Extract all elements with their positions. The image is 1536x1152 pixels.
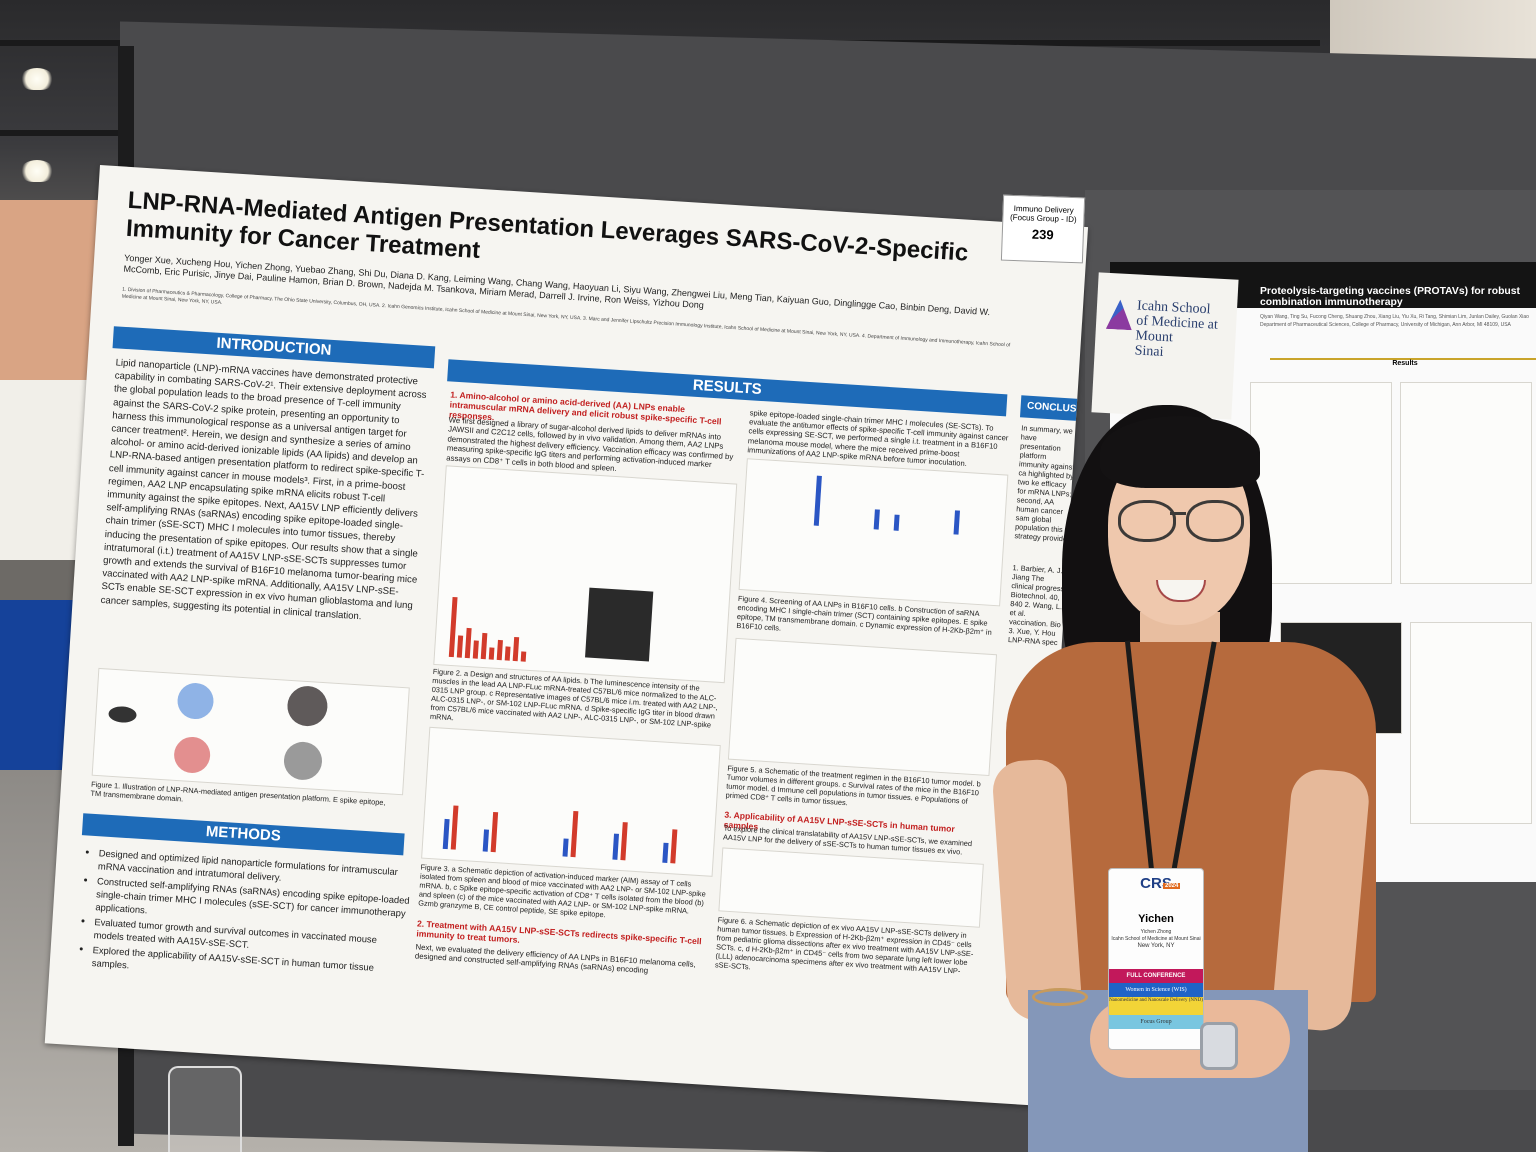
chart-bar [520, 651, 527, 662]
chart-bar [480, 632, 488, 660]
neighbor-poster-title: Proteolysis-targeting vaccines (PROTAVs)… [1260, 286, 1521, 308]
methods-list: Designed and optimized lipid nanoparticl… [77, 845, 412, 990]
introduction-text: Lipid nanoparticle (LNP)-mRNA vaccines h… [100, 357, 427, 622]
main-poster: LNP-RNA-Mediated Antigen Presentation Le… [44, 165, 1089, 1106]
chart-bar [482, 829, 490, 852]
mouse-icon [108, 705, 138, 724]
chart-bar [448, 596, 458, 658]
plastic-cup [168, 1066, 242, 1152]
bracelet [1032, 988, 1088, 1006]
mount-sinai-logo-icon [1106, 299, 1134, 330]
chart-bar [512, 636, 520, 662]
tumor-cell-icon [282, 740, 324, 782]
figure4-bar-chart [754, 466, 997, 537]
neighbor-figure [1410, 622, 1532, 824]
chart-bar [662, 842, 669, 863]
chart-bar [620, 822, 628, 861]
chart-bar [504, 646, 511, 661]
badge-affiliation: Icahn School of Medicine at Mount Sinai [1111, 936, 1201, 942]
ceiling-light [20, 160, 54, 182]
logo-line: Sinai [1134, 343, 1164, 360]
chart-bar [873, 509, 880, 530]
badge-logo: CRS [1140, 875, 1172, 892]
chart-bar [813, 475, 822, 526]
figure6-panels [718, 847, 984, 928]
chart-bar [562, 838, 569, 857]
badge-name: Yichen [1138, 913, 1174, 925]
figure2-bar-chart [441, 577, 576, 665]
figure4-panels [738, 458, 1009, 607]
references: 1. Barbier, A. J., Jiang The clinical pr… [1007, 563, 1065, 648]
chart-bar [450, 805, 459, 850]
chart-bar [464, 627, 472, 659]
chart-bar [570, 810, 579, 858]
neighbor-figure [1400, 382, 1532, 584]
chart-bar [893, 514, 900, 531]
figure2-panels [433, 465, 738, 684]
badge-year: 2024 [1163, 883, 1181, 889]
badge-location: New York, NY [1137, 943, 1175, 949]
chart-bar [456, 635, 464, 658]
figure1-illustration [91, 667, 410, 796]
glasses-icon [1186, 500, 1244, 542]
chart-bar [496, 639, 503, 661]
poster-number-tag: Immuno Delivery (Focus Group - ID) 239 [1000, 194, 1086, 264]
t-cell-icon [176, 681, 215, 721]
t-cell-icon [173, 735, 212, 775]
figure2-luminescence-images [585, 587, 654, 662]
neighbor-poster-results-heading: Results [1270, 358, 1536, 374]
smartwatch-icon [1200, 1022, 1238, 1070]
ceiling-light [20, 68, 54, 90]
badge-ribbon-nnd: Nanomedicine and Nanoscale Delivery (NND… [1109, 997, 1203, 1015]
chart-bar [488, 647, 495, 660]
institution-logo: Icahn School of Medicine at Mount Sinai [1091, 272, 1239, 420]
tumor-cell-icon [286, 684, 329, 728]
neighbor-poster-authors: Qiyan Wang, Ting Su, Fucong Cheng, Shuan… [1260, 314, 1529, 320]
tag-group: (Focus Group - ID) [1009, 212, 1077, 225]
figure3-bar-chart [433, 798, 706, 865]
chart-bar [953, 510, 960, 535]
badge-ribbon-wis: Women in Science (WIS) [1109, 983, 1203, 997]
chart-bar [670, 829, 678, 864]
chart-bar [490, 811, 499, 853]
chart-bar [472, 640, 479, 659]
chart-bar [442, 818, 450, 850]
logo-text: Icahn School of Medicine at Mount Sinai [1134, 298, 1219, 362]
badge-fullname: Yichen Zhong [1140, 929, 1172, 935]
glasses-icon [1118, 500, 1176, 542]
person-bangs [1100, 416, 1260, 488]
figure3-panels [421, 726, 721, 877]
badge-ribbon-conference: FULL CONFERENCE [1109, 969, 1203, 983]
figure5-panels [727, 637, 998, 777]
badge-ribbon-focus: Focus Group [1109, 1015, 1203, 1029]
figure6-caption: Figure 6. a Schematic depiction of ex vi… [714, 915, 974, 976]
neighbor-poster-affiliation: Department of Pharmaceutical Sciences, C… [1260, 322, 1511, 328]
name-badge: CRS 2024 Yichen Yichen Zhong Icahn Schoo… [1108, 868, 1204, 1050]
tag-number: 239 [1031, 226, 1054, 243]
glasses-bridge [1170, 512, 1186, 515]
chart-bar [612, 833, 620, 860]
